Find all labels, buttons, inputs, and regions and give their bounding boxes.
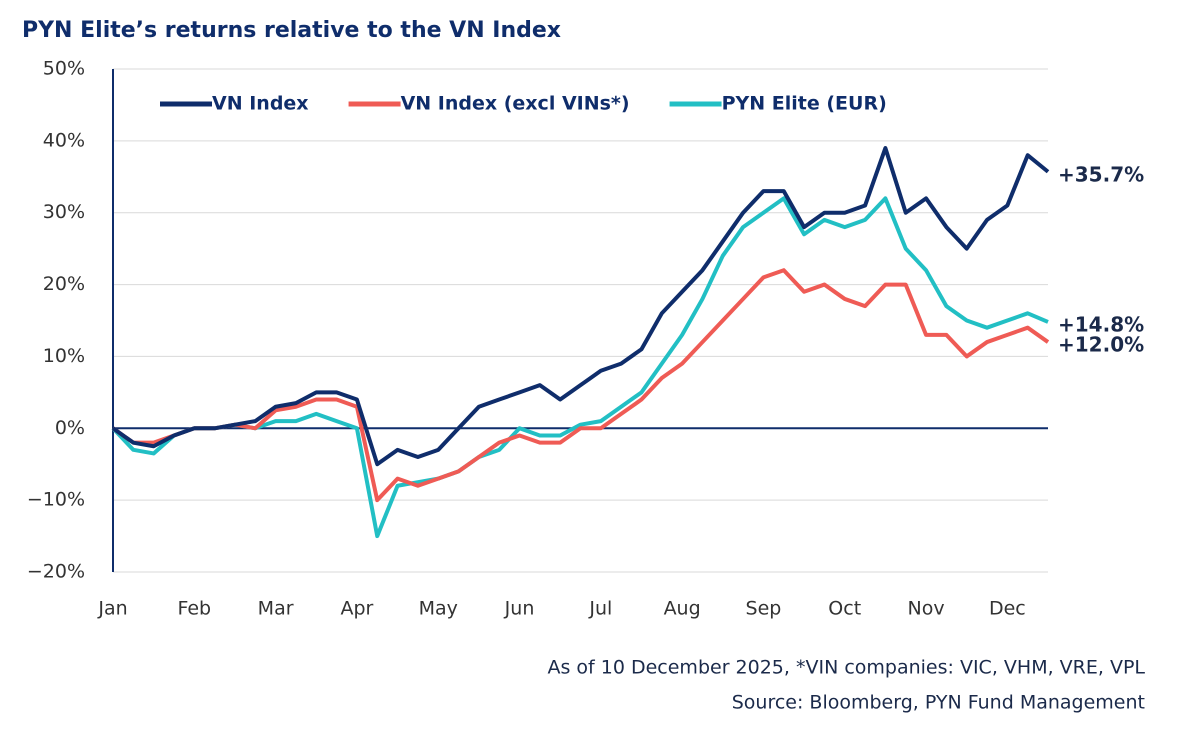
legend-item: VN Index (excl VINs*): [348, 93, 630, 115]
legend-item: PYN Elite (EUR): [669, 93, 887, 115]
legend-item: VN Index: [160, 93, 309, 115]
y-tick-label: −10%: [27, 489, 85, 511]
series-line: [111, 146, 1050, 467]
legend-label: VN Index: [212, 93, 309, 115]
x-tick-label: Apr: [340, 598, 373, 620]
y-tick-label: 40%: [43, 129, 85, 151]
y-tick-label: 10%: [43, 345, 85, 367]
x-tick-label: Jul: [588, 598, 612, 620]
legend-label: PYN Elite (EUR): [722, 93, 887, 115]
legend-label: VN Index (excl VINs*): [401, 93, 630, 115]
x-tick-label: Aug: [664, 598, 701, 620]
source: Source: Bloomberg, PYN Fund Management: [732, 692, 1145, 714]
y-tick-label: 0%: [55, 417, 85, 439]
x-tick-label: Jun: [504, 598, 535, 620]
y-tick-label: 50%: [43, 58, 85, 80]
end-label: +14.8%: [1058, 312, 1144, 336]
x-tick-label: Nov: [907, 598, 944, 620]
x-tick-label: Jan: [97, 598, 127, 620]
y-tick-label: 20%: [43, 273, 85, 295]
x-tick-label: Feb: [177, 598, 211, 620]
series-line: [111, 268, 1050, 503]
x-tick-label: Dec: [989, 598, 1026, 620]
chart-title: PYN Elite’s returns relative to the VN I…: [22, 18, 561, 43]
y-tick-label: 30%: [43, 201, 85, 223]
x-tick-label: Oct: [828, 598, 861, 620]
footnote: As of 10 December 2025, *VIN companies: …: [547, 657, 1145, 679]
y-tick-label: −20%: [27, 561, 85, 583]
x-tick-label: May: [419, 598, 458, 620]
x-tick-label: Mar: [258, 598, 294, 620]
x-tick-label: Sep: [746, 598, 782, 620]
end-label: +35.7%: [1058, 162, 1144, 186]
series-line: [111, 196, 1049, 539]
end-label: +12.0%: [1058, 333, 1144, 357]
